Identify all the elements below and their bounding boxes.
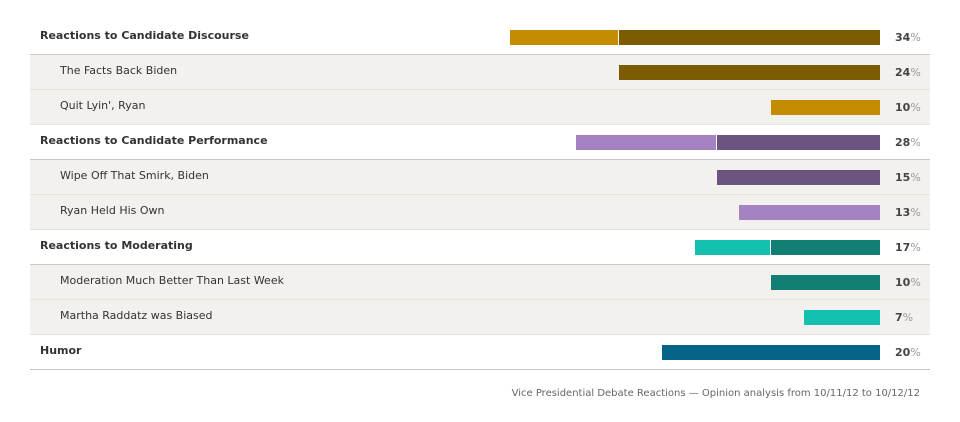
value-label: 20% [895, 335, 921, 370]
value-label: 10% [895, 90, 921, 125]
value-number: 24 [895, 66, 911, 79]
value-unit: % [910, 206, 921, 219]
group-label: Reactions to Moderating [40, 239, 193, 252]
item-row: Moderation Much Better Than Last Week 10% [30, 265, 930, 300]
value-unit: % [910, 101, 921, 114]
item-bar [619, 65, 880, 80]
value-label: 10% [895, 265, 921, 300]
value-unit: % [910, 66, 921, 79]
value-unit: % [910, 31, 921, 44]
value-unit: % [910, 241, 921, 254]
value-number: 10 [895, 276, 911, 289]
item-row: Martha Raddatz was Biased 7% [30, 300, 930, 335]
item-bar [771, 100, 880, 115]
value-unit: % [910, 136, 921, 149]
value-number: 28 [895, 136, 911, 149]
value-label: 17% [895, 230, 921, 265]
item-bar [739, 205, 880, 220]
group-row: Reactions to Moderating 17% [30, 230, 930, 265]
value-label: 13% [895, 195, 921, 230]
value-number: 10 [895, 101, 911, 114]
value-label: 28% [895, 125, 921, 160]
item-label: Quit Lyin', Ryan [60, 99, 146, 112]
group-label: Reactions to Candidate Discourse [40, 29, 249, 42]
value-number: 13 [895, 206, 911, 219]
group-bar-segment [771, 240, 880, 255]
value-number: 7 [895, 311, 903, 324]
item-row: Ryan Held His Own 13% [30, 195, 930, 230]
value-number: 17 [895, 241, 911, 254]
item-label: The Facts Back Biden [60, 64, 178, 77]
item-bar [771, 275, 880, 290]
group-bar [662, 345, 880, 360]
value-label: 15% [895, 160, 921, 195]
group-bar-segment [695, 240, 770, 255]
item-label: Ryan Held His Own [60, 204, 165, 217]
value-label: 24% [895, 55, 921, 90]
chart-caption: Vice Presidential Debate Reactions — Opi… [511, 388, 920, 399]
group-bar-segment [576, 135, 716, 150]
chart: Reactions to Candidate Discourse 34% The F… [30, 20, 930, 370]
item-label: Wipe Off That Smirk, Biden [60, 169, 209, 182]
item-label: Martha Raddatz was Biased [60, 309, 213, 322]
group-bar-segment [717, 135, 880, 150]
value-label: 7% [895, 300, 913, 335]
value-unit: % [902, 311, 914, 324]
item-label: Moderation Much Better Than Last Week [60, 274, 284, 287]
item-row: Wipe Off That Smirk, Biden 15% [30, 160, 930, 195]
value-number: 34 [895, 31, 911, 44]
value-number: 20 [895, 346, 911, 359]
group-bar-segment [619, 30, 880, 45]
group-bar-segment [510, 30, 618, 45]
group-row: Reactions to Candidate Discourse 34% [30, 20, 930, 55]
value-unit: % [910, 276, 921, 289]
item-row: Quit Lyin', Ryan 10% [30, 90, 930, 125]
value-unit: % [910, 171, 921, 184]
value-number: 15 [895, 171, 911, 184]
group-label: Reactions to Candidate Performance [40, 134, 268, 147]
group-row: Humor 20% [30, 335, 930, 370]
item-row: The Facts Back Biden 24% [30, 55, 930, 90]
value-unit: % [910, 346, 921, 359]
group-row: Reactions to Candidate Performance 28% [30, 125, 930, 160]
item-bar [804, 310, 880, 325]
group-label: Humor [40, 344, 82, 357]
value-label: 34% [895, 20, 921, 55]
item-bar [717, 170, 880, 185]
